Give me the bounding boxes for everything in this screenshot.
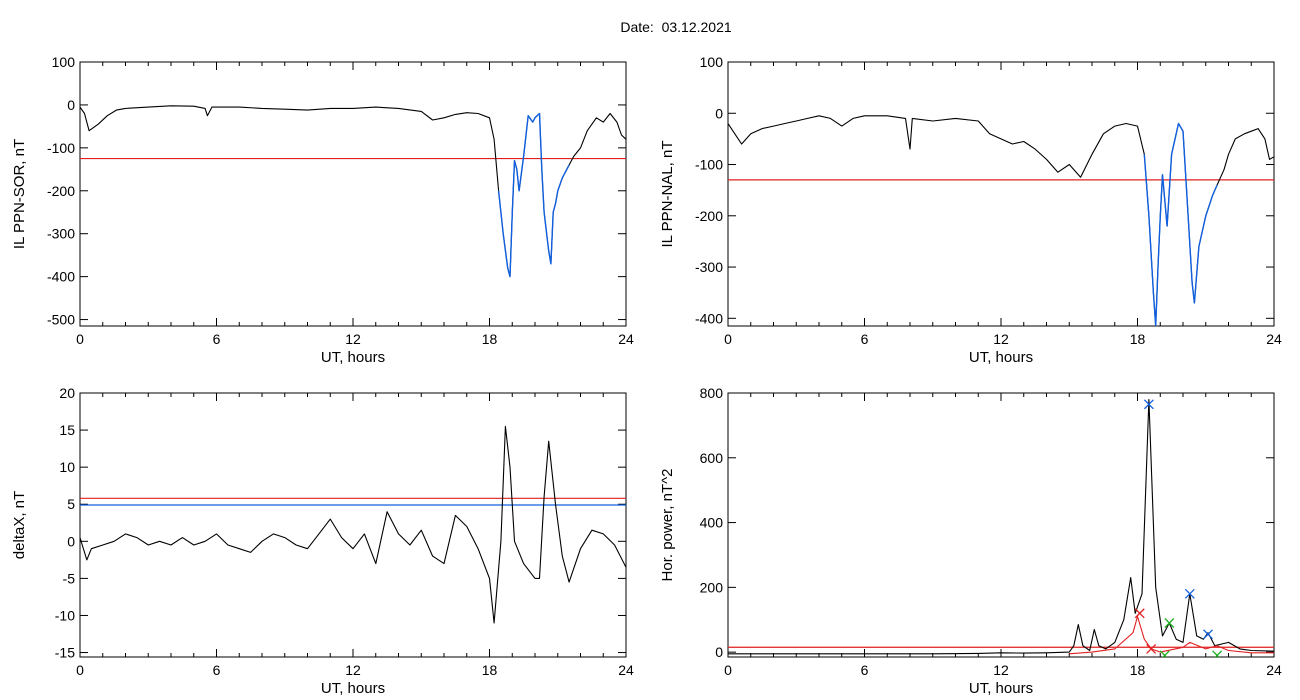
chart-panel-il-ppn-sor: 0 6 12 18 24 100 0 -100 -200 -300 -400 -500 UT, hour… [11,54,634,366]
y-tick-label: -10 [55,607,75,623]
series-line [80,425,626,624]
x-tick-label: 6 [213,662,221,678]
y-tick-label: 20 [59,385,75,401]
y-tick-label: -100 [695,157,723,173]
y-axis-label: Hor. power, nT^2 [659,469,676,582]
y-tick-label: 100 [700,54,724,70]
y-tick-label: -400 [47,269,75,285]
y-tick-label: -5 [63,570,76,586]
y-tick-label: -300 [47,226,75,242]
y-tick-label: -500 [47,312,75,328]
plot-frame [727,392,1275,658]
x-tick-label: 18 [482,662,498,678]
y-tick-label: 5 [67,496,75,512]
y-axis-label: IL PPN-SOR, nT [11,139,28,249]
series-highlight [1143,122,1218,326]
x-tick-label: 24 [1266,331,1282,347]
y-tick-label: -200 [47,183,75,199]
peak-marker [1159,650,1170,657]
y-tick-label: -200 [695,208,723,224]
x-tick-label: 24 [1266,662,1282,678]
y-tick-label: 0 [715,105,723,121]
y-tick-label: 400 [700,515,724,531]
x-tick-label: 18 [1130,662,1146,678]
series-line [1069,615,1274,655]
x-axis-label: UT, hours [321,680,385,697]
x-tick-label: 0 [724,331,732,347]
x-axis-label: UT, hours [321,349,385,366]
series-line [80,105,626,278]
series-line [728,115,1274,326]
chart-panel-deltax: 0 6 12 18 24 20 15 10 5 0 -5 -10 -15 UT, hours deltaX,… [11,385,634,697]
x-axis-label: UT, hours [969,349,1033,366]
x-tick-label: 6 [213,331,221,347]
chart-panel-il-ppn-nal: 0 6 12 18 24 100 0 -100 -200 -300 -400 UT, hours IL … [659,54,1282,366]
x-axis-label: UT, hours [969,680,1033,697]
x-tick-label: 6 [861,662,869,678]
x-tick-label: 0 [724,662,732,678]
plot-frame [79,61,627,327]
series-highlight [497,112,570,278]
y-tick-label: -100 [47,140,75,156]
y-tick-label: -15 [55,645,75,661]
plot-frame [79,392,627,658]
plot-data [728,115,1274,326]
y-tick-label: 0 [715,644,723,660]
chart-panel-hor-power: 0 6 12 18 24 800 600 400 200 0 UT, hours Hor. power… [659,385,1282,697]
y-axis-label: IL PPN-NAL, nT [659,141,676,248]
peak-marker [1184,588,1195,599]
y-tick-label: 800 [700,385,724,401]
y-tick-label: 0 [67,97,75,113]
x-tick-label: 6 [861,331,869,347]
plot-data [80,105,626,278]
y-tick-label: 0 [67,533,75,549]
figure-title: Date: 03.12.2021 [620,19,732,35]
y-tick-label: 100 [52,54,76,70]
peak-marker [1134,608,1145,619]
y-tick-label: -300 [695,259,723,275]
peak-marker [1143,399,1154,410]
peak-marker [1146,643,1157,654]
x-tick-label: 12 [345,331,361,347]
peak-marker [1212,650,1223,657]
peak-marker [1164,618,1175,628]
x-tick-label: 0 [76,662,84,678]
y-tick-label: 15 [59,422,75,438]
x-tick-label: 12 [993,662,1009,678]
x-tick-label: 24 [618,662,634,678]
plot-data [728,398,1274,657]
plot-data [80,425,626,624]
series-line [728,398,1274,655]
y-tick-label: -400 [695,310,723,326]
x-tick-label: 12 [345,662,361,678]
y-tick-label: 200 [700,579,724,595]
x-tick-label: 18 [1130,331,1146,347]
x-tick-label: 18 [482,331,498,347]
y-tick-label: 600 [700,450,724,466]
x-tick-label: 0 [76,331,84,347]
x-tick-label: 12 [993,331,1009,347]
peak-marker [1203,629,1213,640]
y-axis-label: deltaX, nT [11,491,28,559]
y-tick-label: 10 [59,459,75,475]
x-tick-label: 24 [618,331,634,347]
